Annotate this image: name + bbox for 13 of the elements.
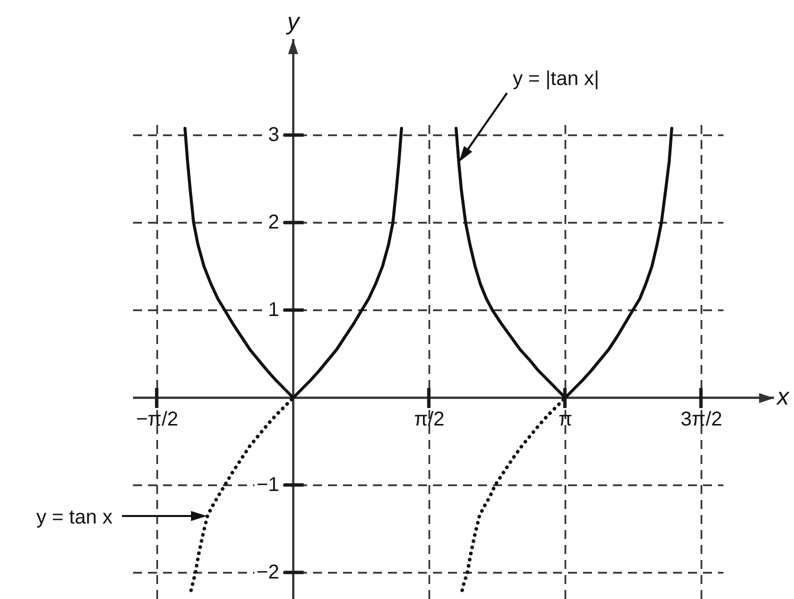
x-tick-label: π/2 <box>414 408 445 430</box>
y-tick-label: 2 <box>268 211 280 234</box>
y-tick-label: −1 <box>256 474 280 496</box>
y-tick-label: 1 <box>268 298 280 321</box>
x-tick-label: −π/2 <box>136 408 178 430</box>
y-tick-label: 3 <box>268 124 280 146</box>
x-axis-title: x <box>776 383 790 410</box>
y-axis-title: y <box>285 8 302 36</box>
y-tick-label: −2 <box>256 561 280 584</box>
text: y = tan x <box>36 506 112 528</box>
x-tick-label: π <box>558 408 572 430</box>
text: y = |tan x| <box>512 68 600 90</box>
x-tick-label: 3π/2 <box>680 408 722 430</box>
